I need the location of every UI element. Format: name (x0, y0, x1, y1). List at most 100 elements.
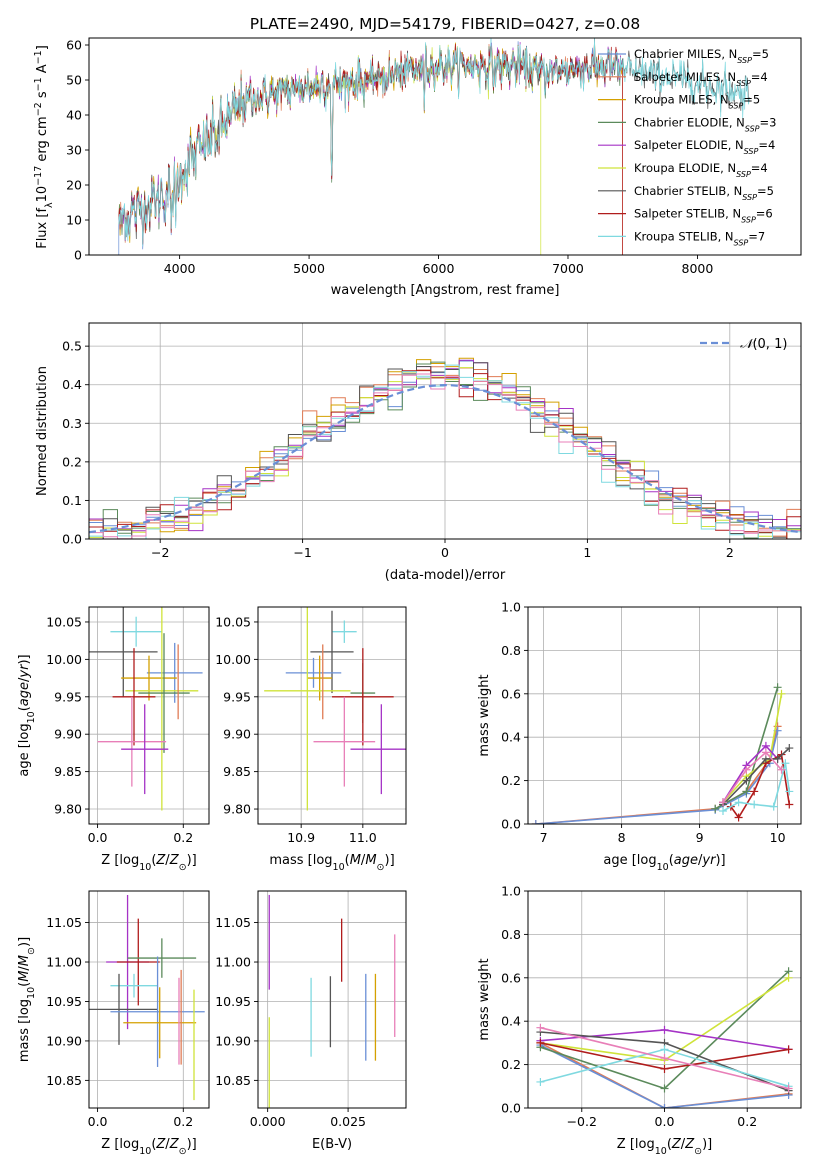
figure-title: PLATE=2490, MJD=54179, FIBERID=0427, z=0… (250, 15, 640, 33)
weight-vs-age-ylabel: mass weight (477, 674, 492, 756)
weight-marker (536, 1023, 545, 1032)
y-tick-label: 10.85 (215, 1073, 251, 1088)
age-vs-mass-xlabel: mass [log10(M/M⊙)] (269, 853, 394, 873)
y-tick-label: 30 (66, 143, 82, 158)
x-tick-label: 0.0 (655, 1114, 675, 1129)
mass-vs-z: 0.0 0.2 10.85 10.90 10.95 11.00 11.05 (46, 890, 210, 1129)
label-part: )] (702, 1137, 712, 1152)
legend-sub: SSP (742, 192, 757, 201)
weight-vs-age: 7 8 9 10 0.0 0.2 0.4 0.6 0.8 1.0 (501, 600, 802, 845)
legend-sub: SSP (737, 56, 752, 65)
label-part: −1 (33, 77, 44, 91)
weight-marker (660, 1084, 669, 1093)
errorbar-point (332, 648, 394, 746)
label-part: ( (151, 1137, 156, 1152)
x-tick-label: 10.9 (287, 830, 315, 845)
legend-suffix: =4 (751, 161, 768, 175)
y-tick-label: 0.0 (501, 817, 521, 832)
label-part: Z (155, 1137, 166, 1152)
x-tick-label: 0.2 (173, 830, 193, 845)
label-part: erg cm (35, 116, 50, 165)
weight-vs-age-xlabel: age [log10(age/yr)] (603, 853, 725, 873)
label-part: )] (187, 1137, 197, 1152)
errorbar-point (310, 610, 354, 694)
errorbar-point (121, 704, 169, 795)
label-part: 10 (657, 862, 669, 873)
errorbar-point (112, 648, 156, 746)
y-tick-label: 0 (74, 248, 82, 263)
y-tick-label: 0.2 (501, 773, 521, 788)
label-part: )] (17, 654, 32, 664)
y-tick-label: 10.00 (46, 652, 82, 667)
legend-sub: SSP (736, 170, 751, 179)
mass-vs-ebv: 0.000 0.025 10.85 10.90 10.95 11.00 11.05 (215, 890, 407, 1129)
weight-marker (734, 813, 743, 822)
weight-marker (742, 776, 751, 785)
label-part: M (350, 853, 361, 868)
histogram-xlabel: (data-model)/error (385, 568, 506, 583)
y-tick-label: 40 (66, 108, 82, 123)
y-tick-label: 0.8 (501, 643, 521, 658)
x-tick-label: −0.2 (567, 1114, 597, 1129)
errorbar-point (125, 607, 199, 811)
legend-text: Salpeter ELODIE, N (634, 138, 744, 152)
legend-text: Salpeter STELIB, N (634, 207, 741, 221)
spectrum-axes: 4000 5000 6000 7000 8000 0 10 20 30 40 50 60 (66, 37, 802, 276)
errorbar-point (307, 655, 332, 701)
y-tick-label: 11.00 (215, 955, 251, 970)
x-tick-label: 9 (696, 830, 704, 845)
legend-entry: Salpeter MILES, NSSP=4 (634, 70, 768, 88)
weight-marker (781, 759, 790, 768)
label-part: ⊙ (26, 947, 37, 955)
weight-marker (785, 800, 794, 809)
age-vs-mass: 10.9 11.0 9.80 9.85 9.90 9.95 10.00 10.05 (215, 606, 407, 845)
label-part: Z [log (101, 1137, 139, 1152)
label-part: / (361, 853, 366, 868)
age-vs-z: 0.0 0.2 9.80 9.85 9.90 9.95 10.00 10.05 (46, 606, 210, 845)
plot-area (268, 894, 396, 1108)
x-tick-label: 2 (726, 545, 734, 560)
label-part: ( (667, 1137, 672, 1152)
y-tick-label: 11.00 (46, 955, 82, 970)
normal-curve (89, 383, 801, 534)
label-part: ⊙ (694, 1146, 702, 1157)
legend-sub: SSP (744, 147, 759, 156)
label-part: Z (684, 1137, 695, 1152)
axes-frame (88, 606, 210, 825)
legend-entry: Chabrier MILES, NSSP=5 (634, 47, 769, 65)
label-part: Z [log (617, 1137, 655, 1152)
x-tick-label: −1 (293, 545, 311, 560)
weight-marker (719, 798, 727, 807)
weight-line (722, 744, 779, 803)
label-part: M (365, 853, 376, 868)
errorbar-point (110, 616, 162, 647)
label-part: mass weight (477, 674, 492, 756)
weight-marker (773, 754, 782, 763)
weight-marker (536, 1077, 545, 1086)
label-part: ( (17, 706, 32, 711)
y-tick-label: 20 (66, 178, 82, 193)
label-part: age (674, 853, 698, 868)
weight-vs-z: −0.2 0.0 0.2 0.0 0.2 0.4 0.6 0.8 1.0 (501, 884, 802, 1129)
weight-vs-z-ylabel: mass weight (477, 958, 492, 1040)
label-part: Z (671, 1137, 682, 1152)
x-tick-label: 6000 (423, 261, 455, 276)
legend-sub: SSP (741, 215, 756, 224)
spectrum-ylabel: Flux [fλ10−17 erg cm−2 s−1 A−1] (33, 45, 55, 249)
label-part: yr (17, 663, 32, 679)
y-tick-label: 9.95 (54, 689, 82, 704)
weight-marker (536, 1038, 545, 1047)
y-tick-label: 10.05 (215, 614, 251, 629)
x-tick-label: 1 (583, 545, 591, 560)
weight-marker (742, 787, 751, 796)
axes-frame (88, 322, 802, 540)
x-tick-label: 0.2 (737, 1114, 757, 1129)
x-tick-label: 4000 (164, 261, 196, 276)
x-tick-label: 11.0 (349, 830, 377, 845)
weight-line (722, 751, 783, 803)
y-tick-label: 9.80 (54, 802, 82, 817)
axes-frame (88, 37, 802, 256)
weight-marker (742, 765, 751, 774)
label-part: Z (169, 853, 180, 868)
